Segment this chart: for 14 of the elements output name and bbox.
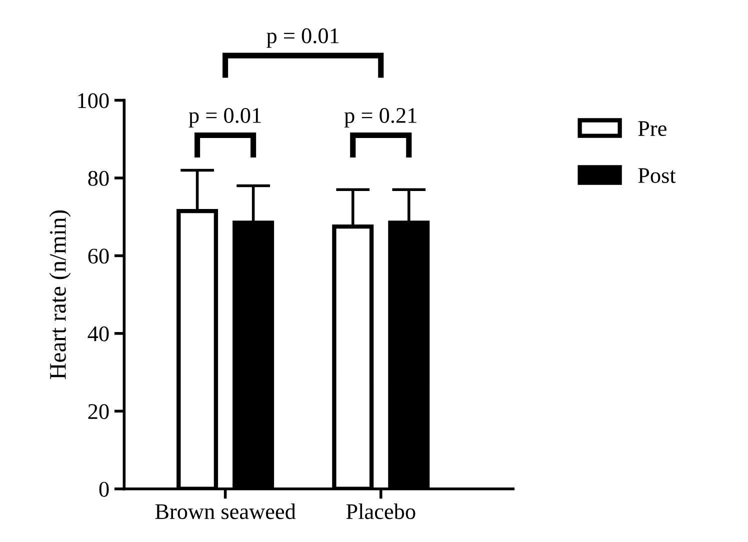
text: p = 0.01 <box>266 28 339 48</box>
y-tick-label: 80 <box>88 170 109 186</box>
annotation: p = 0.01 <box>188 108 261 128</box>
y-tick-label: 100 <box>78 93 109 108</box>
y-tick-label: 60 <box>88 248 109 264</box>
legend-label: Post <box>638 168 676 183</box>
y-axis-title: Heart rate (n/min) <box>49 210 71 380</box>
y-tick-label: 20 <box>88 404 109 420</box>
legend-label: Pre <box>638 121 666 136</box>
y-tick-label: 40 <box>88 326 109 342</box>
x-tick-label: Brown seaweed <box>155 503 296 520</box>
x-tick-label: Placebo <box>346 503 416 520</box>
annotation: p = 0.21 <box>344 108 416 128</box>
y-tick-label: 0 <box>99 482 109 497</box>
